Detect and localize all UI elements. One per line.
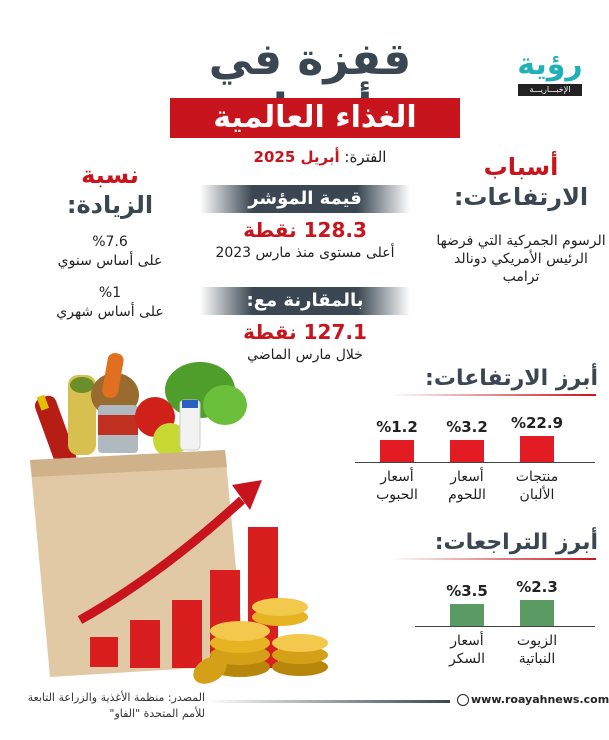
causes-heading-line1: أسباب — [483, 153, 559, 181]
rises-value-label-2: %1.2 — [376, 418, 418, 436]
produce-group — [34, 353, 247, 470]
comparison-note: خلال مارس الماضي — [247, 347, 363, 363]
period-line: الفترة: أبريل 2025 — [210, 148, 430, 166]
index-heading: قيمة المؤشر — [200, 185, 410, 213]
logo-sub-text: الإخبـــاريـــة — [518, 84, 582, 96]
index-value: 128.3 نقطة — [243, 218, 367, 242]
declines-bar-0 — [520, 600, 554, 626]
annual-increase-value: %7.6 — [92, 234, 128, 250]
increase-heading: نسبة الزيادة: — [40, 160, 180, 220]
declines-value-label-1: %3.5 — [446, 582, 488, 600]
declines-value-label-0: %2.3 — [516, 578, 558, 596]
causes-heading-line2: الارتفاعات: — [453, 183, 589, 211]
rises-title-underline — [390, 394, 596, 396]
period-label: الفترة: — [344, 148, 387, 166]
rises-value-label-1: %3.2 — [446, 418, 488, 436]
rises-chart-title: أبرز الارتفاعات: — [425, 366, 598, 391]
website-link[interactable]: www.roayahnews.com — [455, 693, 609, 706]
rises-bar-2 — [380, 440, 414, 462]
globe-icon — [457, 694, 469, 706]
period-value: أبريل 2025 — [253, 148, 340, 166]
declines-bar-1 — [450, 604, 484, 626]
declines-axis — [415, 626, 595, 627]
index-note: أعلى مستوى منذ مارس 2023 — [215, 245, 395, 261]
monthly-increase: %1 على أساس شهري — [15, 284, 205, 322]
increase-heading-line1: نسبة — [81, 161, 139, 189]
rises-category-label-1: أسعار اللحوم — [448, 469, 486, 503]
causes-heading: أسباب الارتفاعات: — [446, 152, 596, 212]
rises-axis — [355, 462, 595, 463]
annual-increase: %7.6 على أساس سنوي — [15, 233, 205, 271]
logo-main-text: رؤية — [517, 47, 583, 82]
page-title-highlight: الغذاء العالمية — [170, 98, 460, 138]
source-note: المصدر: منظمة الأغذية والزراعة التابعة ل… — [27, 691, 205, 720]
rises-category-label-0: منتجات الألبان — [515, 469, 559, 503]
declines-title-underline — [390, 558, 596, 560]
rises-value-label-0: %22.9 — [510, 414, 564, 432]
website-text: www.roayahnews.com — [471, 693, 609, 706]
declines-category-label-1: أسعار السكر — [448, 633, 486, 667]
rising-arrow-icon — [77, 496, 246, 624]
increase-heading-line2: الزيادة: — [66, 191, 154, 219]
declines-chart-title: أبرز التراجعات: — [434, 530, 598, 555]
rises-bar-1 — [450, 440, 484, 462]
annual-increase-label: على أساس سنوي — [57, 253, 163, 269]
rises-category-label-2: أسعار الحبوب — [376, 469, 418, 503]
comparison-value: 127.1 نقطة — [243, 320, 367, 344]
brand-logo: رؤية الإخبـــاريـــة — [510, 48, 590, 98]
monthly-increase-value: %1 — [98, 285, 122, 301]
declines-category-label-0: الزيوت النباتية — [516, 633, 558, 667]
grocery-bag-illustration — [30, 353, 328, 684]
comparison-heading: بالمقارنة مع: — [200, 287, 410, 315]
rises-bar-0 — [520, 436, 554, 462]
footer-divider — [205, 700, 450, 703]
monthly-increase-label: على أساس شهري — [56, 304, 164, 320]
coin-stack-icon — [193, 598, 328, 684]
causes-text: الرسوم الجمركية التي فرضها الرئيس الأمري… — [436, 233, 606, 285]
